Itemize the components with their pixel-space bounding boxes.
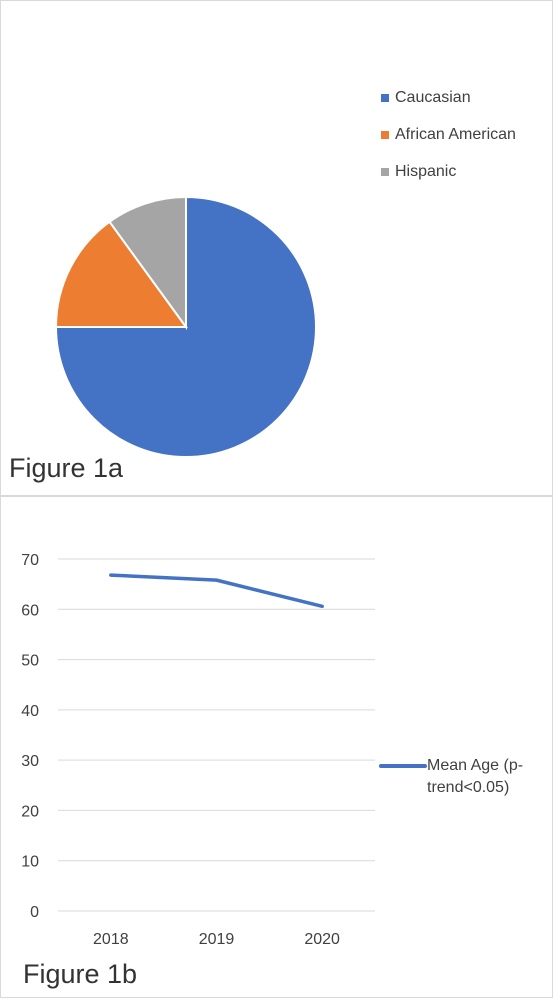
pie-chart xyxy=(54,195,317,458)
y-tick-label: 40 xyxy=(21,703,39,720)
figure-1a-panel: Caucasian African American Hispanic Figure… xyxy=(0,0,553,496)
y-tick-label: 30 xyxy=(21,753,39,770)
x-tick-label: 2018 xyxy=(93,931,129,948)
legend-item-hispanic: Hispanic xyxy=(381,153,516,190)
line-chart: 0 10 20 30 40 50 60 70 2018 2019 2020 xyxy=(21,552,375,948)
legend-swatch xyxy=(381,93,389,102)
pie-legend: Caucasian African American Hispanic xyxy=(381,79,516,190)
legend-item-caucasian: Caucasian xyxy=(381,79,516,116)
figure-1b-caption: Figure 1b xyxy=(23,959,138,989)
y-tick-label: 50 xyxy=(21,653,39,670)
pie-slice-caucasian xyxy=(54,195,317,458)
y-tick-label: 0 xyxy=(30,904,39,921)
legend-label: African American xyxy=(395,125,516,143)
legend-label: Caucasian xyxy=(395,88,471,106)
legend-line-swatch xyxy=(379,764,427,768)
figure-1b-panel: 0 10 20 30 40 50 60 70 2018 2019 2020 Mean Age (p-… xyxy=(0,496,553,998)
legend-series-label: Mean Age (p-trend<0.05) xyxy=(427,757,524,796)
series-line-mean-age xyxy=(109,573,324,609)
legend-label: Hispanic xyxy=(395,162,457,180)
legend-swatch xyxy=(381,130,389,139)
y-tick-label: 70 xyxy=(21,552,39,569)
legend-item-african-american: African American xyxy=(381,116,516,153)
figure-1a-caption: Figure 1a xyxy=(9,453,124,483)
x-tick-label: 2019 xyxy=(199,931,235,948)
y-tick-label: 20 xyxy=(21,803,39,820)
legend-swatch xyxy=(381,167,389,176)
line-legend: Mean Age (p-trend<0.05) xyxy=(379,755,545,799)
y-tick-label: 60 xyxy=(21,602,39,619)
x-tick-label: 2020 xyxy=(304,931,340,948)
pie-slice-hispanic xyxy=(108,195,187,331)
y-tick-label: 10 xyxy=(21,854,39,871)
pie-slice-african-american xyxy=(54,220,188,328)
